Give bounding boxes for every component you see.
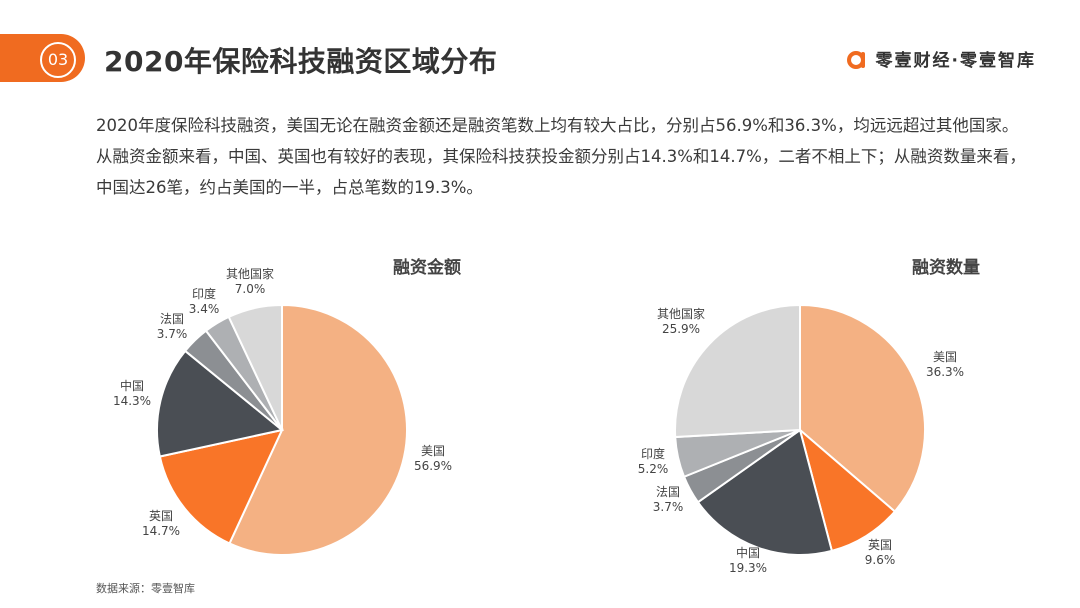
- pie-count-label-value-3: 3.7%: [653, 500, 684, 514]
- pie-amount-label-name-3: 法国: [160, 312, 184, 326]
- pie-amount-slice-5: [227, 303, 283, 431]
- pie-count-label-value-5: 25.9%: [662, 322, 700, 336]
- pie-amount-label-name-2: 中国: [120, 378, 144, 393]
- pie-count-slice-2: [696, 428, 834, 556]
- pie-amount-label-value-5: 7.0%: [235, 282, 266, 296]
- section-number: 03: [40, 42, 76, 78]
- pie-count-label-name-1: 英国: [868, 538, 892, 552]
- pie-amount-slice-1: [158, 428, 284, 545]
- brand-name: 零壹财经·零壹智库: [875, 51, 1036, 71]
- pie-amount-label-value-2: 14.3%: [113, 394, 151, 408]
- pie-amount-slice-0: [228, 303, 408, 556]
- intro-paragraph: 2020年度保险科技融资，美国无论在融资金额还是融资笔数上均有较大占比，分别占5…: [96, 116, 1026, 197]
- pie-amount-label-name-5: 其他国家: [226, 266, 274, 281]
- pie-amount-label-name-1: 英国: [149, 509, 173, 523]
- pie-amount-label-name-0: 美国: [421, 444, 445, 458]
- pie-count-slice-1: [798, 427, 897, 553]
- pie-count-label-name-4: 印度: [641, 446, 665, 461]
- pie-count-label-name-2: 中国: [736, 545, 760, 560]
- brand-logo-icon: [846, 50, 865, 69]
- pie-count-label-value-2: 19.3%: [729, 561, 767, 575]
- pie-amount-label-value-4: 3.4%: [189, 302, 220, 316]
- page-title: 2020年保险科技融资区域分布: [104, 45, 498, 78]
- source-note: 数据来源：零壹智库: [96, 582, 195, 595]
- pie-count-slice-5: [674, 303, 801, 439]
- pie-count-label-value-0: 36.3%: [926, 365, 964, 379]
- chart-title-amount: 融资金额: [393, 258, 461, 278]
- pie-count-label-name-0: 美国: [933, 350, 957, 364]
- pie-count-label-name-5: 其他国家: [657, 306, 705, 321]
- pie-count-label-value-4: 5.2%: [638, 462, 669, 476]
- pie-amount-label-name-4: 印度: [192, 286, 216, 301]
- pie-count-label-name-3: 法国: [656, 485, 680, 499]
- pie-amount-slice-2: [156, 349, 285, 458]
- chart-title-count: 融资数量: [912, 258, 980, 278]
- pie-amount-label-value-1: 14.7%: [142, 524, 180, 538]
- pie-amount-label-value-0: 56.9%: [414, 459, 452, 473]
- pie-count-label-value-1: 9.6%: [865, 553, 896, 567]
- pie-count-slice-0: [799, 303, 926, 513]
- pie-amount-label-value-3: 3.7%: [157, 327, 188, 341]
- brand: 零壹财经·零壹智库: [846, 46, 1036, 71]
